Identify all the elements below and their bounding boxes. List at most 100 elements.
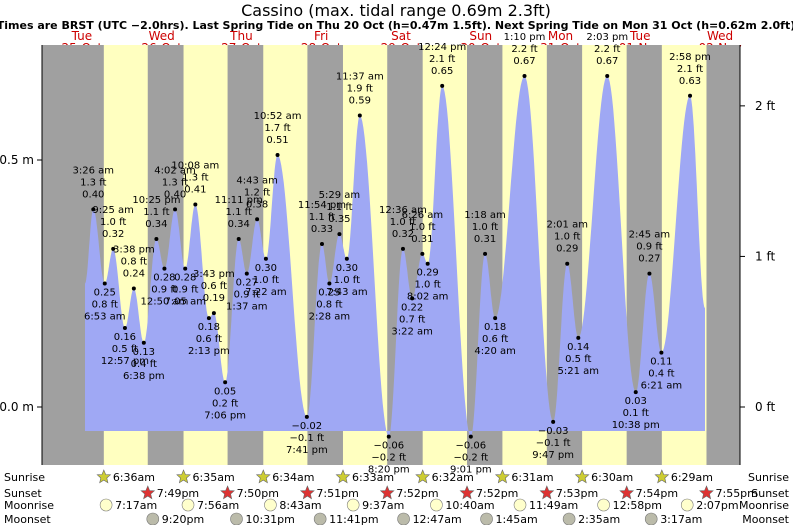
tide-time-label: 12:24 pm [418, 42, 466, 53]
tide-time-label: 1:18 am [464, 210, 506, 221]
tide-ft-label: 1.1 ft [143, 207, 169, 218]
astro-star-icon [220, 485, 235, 500]
tide-time-label: 2:13 pm [188, 346, 230, 357]
tide-time-label: 3:38 pm [113, 244, 155, 255]
tide-m-label: 0.27 [236, 278, 258, 289]
tide-ft-label: 2.2 ft [511, 44, 537, 55]
tide-time-label: 10:52 am [254, 111, 302, 122]
tide-point [425, 261, 430, 266]
tide-m-label: 0.34 [145, 219, 167, 230]
tide-time-label: 9:47 pm [532, 450, 574, 461]
tide-time-label: 5:29 am [319, 190, 361, 201]
tide-area [85, 76, 705, 437]
astro-moon-icon [313, 512, 327, 525]
astro-time-label: 7:55pm [715, 487, 757, 500]
astro-star-icon [619, 485, 635, 500]
day-weekday: Sun [469, 29, 492, 43]
tide-m-label: 0.32 [102, 229, 124, 240]
tide-time-label: 12:36 am [379, 205, 427, 216]
tide-time-label: 3:43 pm [193, 269, 235, 280]
tide-m-label: 0.18 [484, 322, 506, 333]
astro-moon-icon [644, 512, 658, 525]
astro-time-label: 6:31am [511, 471, 553, 484]
astro-time-label: 6:29am [671, 471, 713, 484]
astro-time-label: 6:34am [272, 471, 314, 484]
tide-point [91, 207, 96, 212]
tide-ft-label: 1.0 ft [409, 222, 435, 233]
right-tick-label: 1 ft [755, 249, 775, 263]
astro-moon-icon [513, 498, 527, 512]
astro-star-icon [459, 485, 475, 500]
tide-m-label: −0.02 [292, 421, 323, 432]
astro-moon-icon [562, 512, 576, 525]
tide-m-label: 0.34 [228, 219, 250, 230]
tide-ft-label: 1.3 ft [80, 177, 106, 188]
tide-point [162, 266, 167, 271]
tide-time-label: 6:26 am [402, 210, 444, 221]
tide-point [275, 153, 280, 158]
tide-point [173, 207, 178, 212]
chart-subtitle: Times are BRST (UTC −2.0hrs). Last Sprin… [0, 19, 793, 32]
tide-ft-label: 1.1 ft [326, 202, 352, 213]
tide-m-label: 0.67 [596, 56, 618, 67]
tide-point [493, 316, 498, 321]
tide-m-label: 0.32 [392, 229, 414, 240]
astro-time-label: 12:58pm [613, 499, 662, 512]
tide-ft-label: 0.8 ft [92, 300, 118, 311]
tide-time-label: 7:06 pm [204, 410, 246, 421]
tide-ft-label: 1.9 ft [347, 84, 373, 95]
astro-row-label-right: Moonrise [739, 499, 789, 512]
astro-time-label: 7:52pm [476, 487, 518, 500]
tide-m-label: −0.03 [538, 426, 569, 437]
tide-point [236, 237, 241, 242]
tide-point [206, 316, 211, 321]
tide-point [440, 83, 445, 88]
astro-moon-icon [146, 512, 160, 525]
astro-time-label: 2:35am [578, 513, 620, 525]
tide-point [122, 325, 127, 330]
tide-time-label: 1:37 am [226, 302, 268, 313]
tide-ft-label: 0.9 ft [151, 285, 177, 296]
tide-time-label: 4:02 am [154, 165, 196, 176]
tide-m-label: 0.16 [114, 332, 136, 343]
astro-time-label: 6:32am [432, 471, 474, 484]
tide-ft-label: 1.0 ft [472, 222, 498, 233]
tide-time-label: 10:38 pm [612, 420, 660, 431]
tide-m-label: 0.22 [401, 302, 423, 313]
tide-m-label: 0.35 [328, 214, 350, 225]
tide-point [263, 256, 268, 261]
tide-m-label: 0.40 [82, 189, 104, 200]
tide-ft-label: 0.4 ft [648, 369, 674, 380]
tide-ft-label: −0.2 ft [371, 453, 406, 464]
tide-ft-label: 0.1 ft [623, 408, 649, 419]
tide-point [344, 256, 349, 261]
tide-m-label: 0.29 [556, 244, 578, 255]
tide-m-label: 0.24 [123, 268, 145, 279]
tide-point [576, 335, 581, 340]
tide-time-label: 7:43 am [326, 287, 368, 298]
tide-m-label: 0.30 [336, 263, 358, 274]
tide-ft-label: 0.9 ft [234, 290, 260, 301]
tide-m-label: 0.31 [411, 234, 433, 245]
tide-ft-label: 2.1 ft [677, 64, 703, 75]
tide-point [141, 340, 146, 345]
tide-ft-label: 1.3 ft [182, 172, 208, 183]
astro-moon-icon [230, 512, 243, 525]
tide-m-label: 0.03 [625, 396, 647, 407]
tide-point [223, 380, 228, 385]
tide-ft-label: 0.7 ft [399, 314, 425, 325]
astro-time-label: 7:54pm [636, 487, 678, 500]
tide-m-label: 0.59 [349, 96, 371, 107]
astro-time-label: 3:17am [660, 513, 702, 525]
tide-point [154, 237, 159, 242]
tide-time-label: 4:43 am [236, 175, 278, 186]
astro-time-label: 11:49am [529, 499, 578, 512]
tide-m-label: 0.67 [513, 56, 535, 67]
tide-point [304, 414, 309, 419]
tide-time-label: 8:20 pm [368, 465, 410, 476]
astro-star-icon [654, 469, 670, 484]
tide-point [551, 419, 556, 424]
astro-time-label: 9:37am [362, 499, 404, 512]
tide-m-label: 0.65 [431, 66, 453, 77]
